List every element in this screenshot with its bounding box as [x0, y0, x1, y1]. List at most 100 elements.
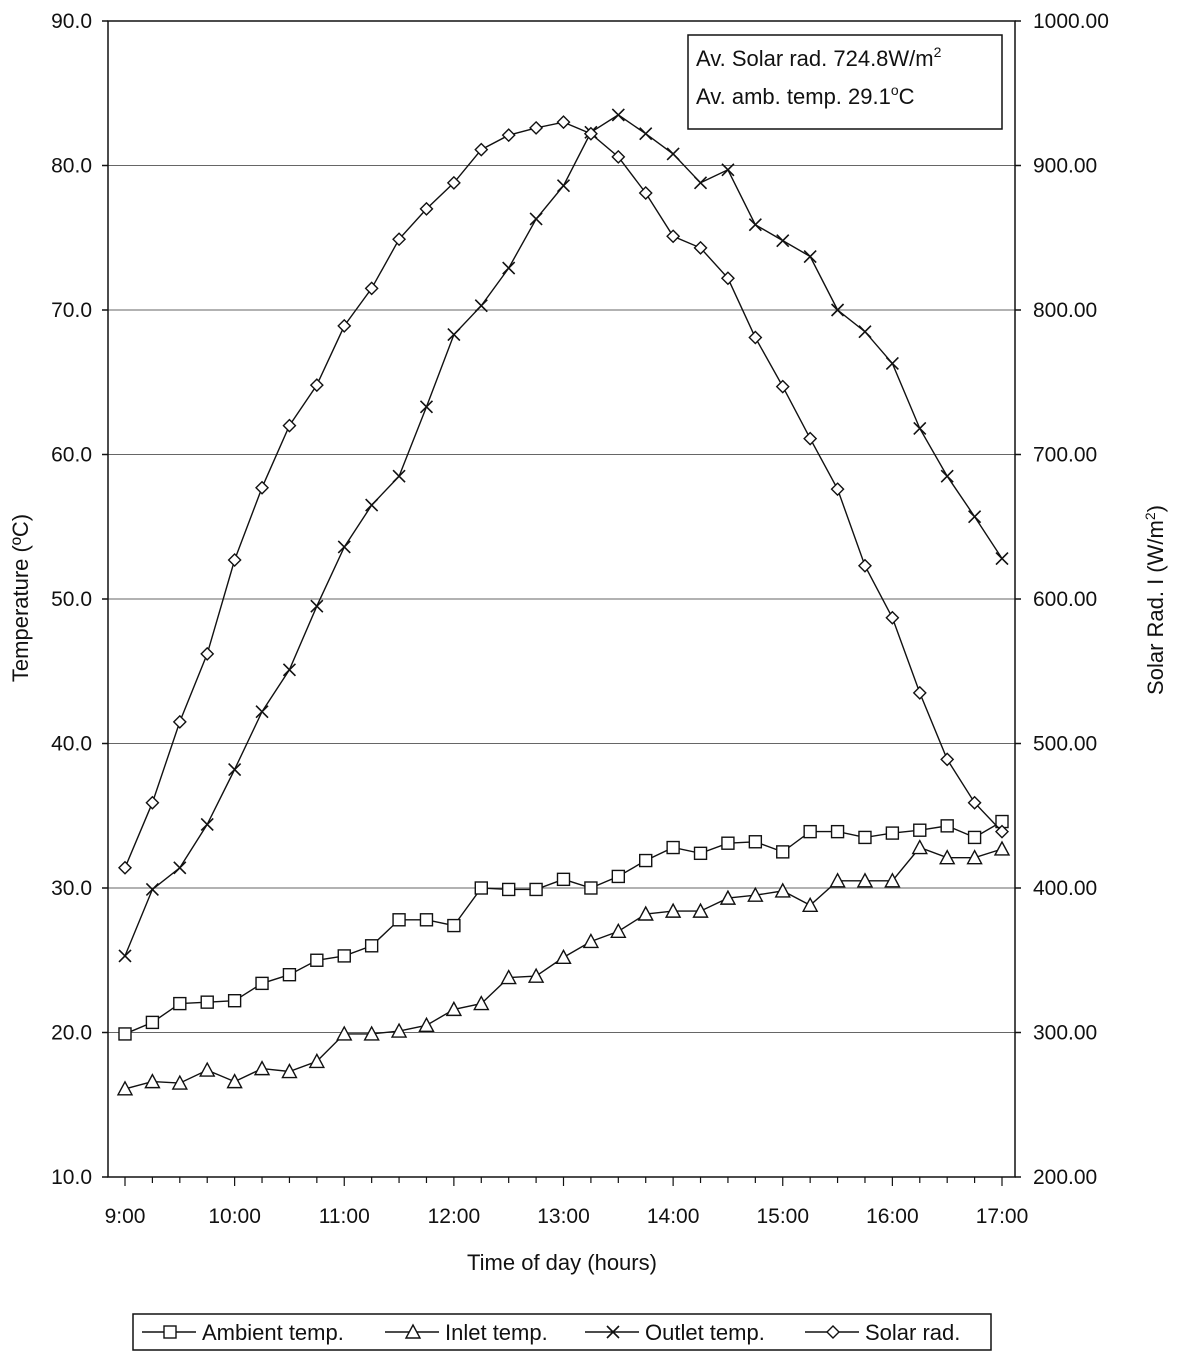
annotation-solar: Av. Solar rad. 724.8W/m2: [696, 44, 942, 71]
data-point-ambient-temp: [803, 824, 817, 839]
data-point-solar-rad: [392, 232, 407, 247]
series-line-outlet-temp: [124, 114, 1003, 957]
y-left-tick-label: 10.0: [51, 1166, 92, 1189]
data-point-inlet-temp: [116, 1080, 134, 1096]
data-point-solar-rad: [666, 229, 681, 244]
data-point-inlet-temp: [445, 1000, 463, 1017]
y-left-tick-label: 80.0: [51, 155, 92, 178]
y-left-tick-label: 50.0: [51, 588, 92, 611]
data-point-inlet-temp: [637, 905, 654, 921]
data-point-outlet-temp: [474, 299, 488, 313]
data-point-ambient-temp: [776, 845, 790, 859]
data-point-ambient-temp: [227, 994, 242, 1008]
x-tick-label: 10:00: [208, 1205, 261, 1228]
legend-marker-outlet-temp: [606, 1325, 620, 1339]
legend-label-outlet-temp: Outlet temp.: [645, 1320, 765, 1345]
data-point-solar-rad: [309, 378, 324, 393]
data-point-outlet-temp: [885, 356, 899, 371]
y-right-tick-label: 1000.00: [1033, 10, 1109, 33]
data-point-outlet-temp: [228, 762, 242, 777]
data-point-solar-rad: [775, 379, 790, 394]
data-point-ambient-temp: [639, 853, 653, 868]
data-point-outlet-temp: [748, 218, 762, 232]
data-point-inlet-temp: [555, 948, 572, 965]
data-point-inlet-temp: [692, 902, 709, 918]
data-point-inlet-temp: [253, 1060, 271, 1076]
data-point-solar-rad: [419, 201, 434, 216]
data-point-outlet-temp: [940, 469, 954, 483]
data-point-solar-rad: [748, 330, 763, 345]
data-point-inlet-temp: [856, 872, 874, 888]
data-point-outlet-temp: [529, 212, 543, 226]
data-point-ambient-temp: [967, 830, 982, 845]
legend: Ambient temp. Inlet temp. Outlet temp. Sola…: [132, 1313, 992, 1351]
data-point-ambient-temp: [447, 918, 461, 933]
data-point-outlet-temp: [666, 147, 680, 161]
data-point-outlet-temp: [337, 540, 351, 554]
y-left-tick-label: 40.0: [51, 733, 92, 756]
data-point-ambient-temp: [721, 836, 735, 850]
data-point-ambient-temp: [392, 913, 406, 927]
data-point-solar-rad: [583, 126, 598, 141]
data-point-solar-rad: [967, 795, 982, 810]
data-point-solar-rad: [912, 685, 927, 700]
data-point-outlet-temp: [611, 108, 625, 122]
data-point-outlet-temp: [173, 861, 187, 875]
data-point-solar-rad: [446, 175, 461, 190]
data-point-inlet-temp: [664, 902, 682, 918]
data-point-inlet-temp: [199, 1061, 216, 1077]
data-point-inlet-temp: [418, 1016, 435, 1032]
x-axis-title: Time of day (hours): [467, 1250, 657, 1275]
data-point-ambient-temp: [940, 819, 954, 833]
data-point-ambient-temp: [693, 846, 708, 861]
data-point-outlet-temp: [392, 469, 406, 483]
x-tick-label: 15:00: [756, 1205, 809, 1228]
data-point-solar-rad: [255, 480, 270, 495]
data-point-ambient-temp: [501, 882, 516, 897]
data-point-inlet-temp: [336, 1025, 353, 1041]
data-point-outlet-temp: [995, 551, 1009, 566]
annotation-ambient: Av. amb. temp. 29.1oC: [696, 82, 915, 109]
y-right-tick-label: 900.00: [1033, 155, 1097, 178]
data-point-ambient-temp: [118, 1027, 132, 1041]
data-point-ambient-temp: [666, 840, 680, 855]
series-line-solar-rad: [124, 121, 1003, 869]
annotation-box: Av. Solar rad. 724.8W/m2 Av. amb. temp. …: [687, 34, 1003, 130]
data-point-inlet-temp: [226, 1073, 243, 1089]
data-point-outlet-temp: [639, 127, 653, 141]
data-point-inlet-temp: [582, 932, 600, 949]
series-ambient-temp: [118, 814, 1009, 1041]
y-right-tick-label: 600.00: [1033, 588, 1097, 611]
data-point-ambient-temp: [611, 869, 626, 884]
data-point-inlet-temp: [473, 995, 490, 1011]
data-point-solar-rad: [638, 185, 653, 200]
data-point-outlet-temp: [693, 176, 708, 190]
data-point-inlet-temp: [719, 889, 737, 905]
x-tick-label: 17:00: [976, 1205, 1029, 1228]
data-point-solar-rad: [720, 271, 735, 286]
axes: 10.0 20.0 30.0 40.0 50.0 60.0 70.0 80.0 90.0 200.…: [51, 10, 1109, 1228]
data-point-solar-rad: [172, 714, 187, 729]
data-point-inlet-temp: [500, 969, 517, 985]
data-point-solar-rad: [885, 610, 900, 625]
data-point-ambient-temp: [748, 835, 763, 849]
y-left-tick-label: 70.0: [51, 299, 92, 322]
data-point-ambient-temp: [364, 939, 379, 953]
data-point-outlet-temp: [200, 817, 214, 831]
y-left-tick-label: 90.0: [51, 10, 92, 33]
data-point-ambient-temp: [310, 953, 324, 967]
data-point-solar-rad: [857, 558, 872, 573]
data-point-ambient-temp: [173, 996, 187, 1011]
data-point-outlet-temp: [776, 234, 790, 248]
y-right-tick-label: 500.00: [1033, 733, 1097, 756]
data-point-inlet-temp: [390, 1022, 408, 1038]
data-point-outlet-temp: [419, 400, 434, 414]
y-left-tick-label: 60.0: [51, 444, 92, 467]
data-point-ambient-temp: [474, 881, 488, 895]
data-point-solar-rad: [227, 552, 242, 567]
legend-label-ambient-temp: Ambient temp.: [202, 1320, 344, 1345]
data-point-solar-rad: [803, 431, 818, 446]
data-point-outlet-temp: [830, 303, 845, 317]
y-right-tick-label: 700.00: [1033, 444, 1097, 467]
